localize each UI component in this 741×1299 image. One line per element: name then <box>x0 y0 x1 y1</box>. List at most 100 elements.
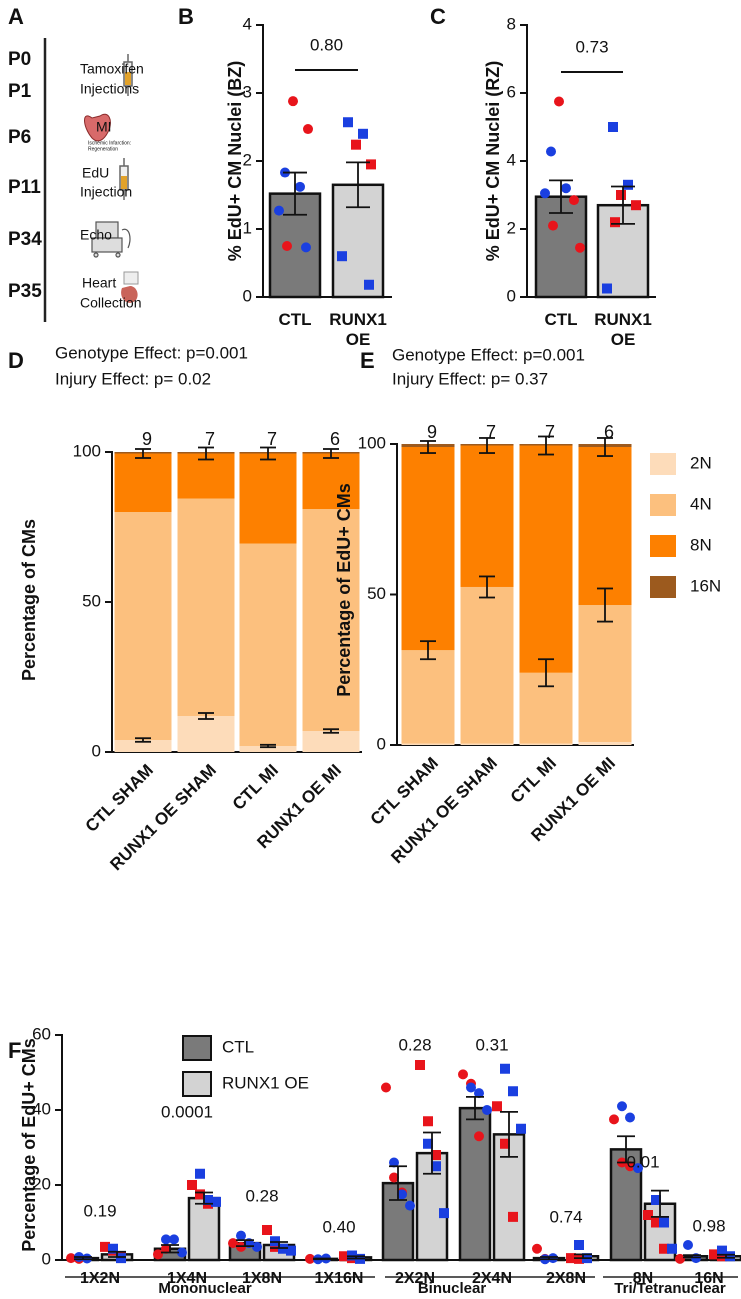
data-point <box>339 1251 349 1262</box>
data-point <box>381 1082 391 1093</box>
data-point <box>397 1189 407 1200</box>
y-tick-label: 0 <box>243 286 252 305</box>
bar-segment <box>114 453 172 512</box>
y-tick-label: 3 <box>243 82 252 101</box>
data-point <box>625 1161 635 1172</box>
data-point <box>389 1157 399 1168</box>
data-point <box>343 117 353 128</box>
data-point <box>252 1241 262 1252</box>
data-point <box>66 1253 76 1264</box>
x-tick-label: 1X16N <box>315 1270 364 1287</box>
data-point <box>364 279 374 290</box>
x-tick-label: CTL MI <box>507 754 560 807</box>
data-point <box>609 1114 619 1125</box>
y-tick-label: 0 <box>507 286 516 305</box>
data-point <box>270 1241 280 1252</box>
step-label: Tamoxifen <box>80 61 144 77</box>
x-tick-label: 1X2N <box>80 1270 120 1287</box>
y-tick-label: 6 <box>507 82 516 101</box>
data-point <box>508 1211 518 1222</box>
data-point <box>516 1123 526 1134</box>
legend-label: RUNX1 OE <box>222 1073 309 1092</box>
y-axis-title: % EdU+ CM Nuclei (RZ) <box>483 61 503 262</box>
data-point <box>574 1240 584 1250</box>
bar-segment <box>177 716 235 752</box>
legend-swatch <box>650 535 676 557</box>
y-tick-label: 100 <box>73 441 101 460</box>
x-tick-label: 2X2N <box>395 1270 435 1287</box>
y-tick-label: 40 <box>32 1099 51 1118</box>
day-label: P11 <box>8 177 41 198</box>
data-point <box>548 220 558 231</box>
bar-segment <box>401 650 455 744</box>
data-point <box>575 242 585 253</box>
x-tick-label: 8N <box>633 1270 653 1287</box>
p-value: 0.28 <box>398 1035 431 1054</box>
data-point <box>608 122 618 132</box>
data-point <box>236 1230 246 1241</box>
data-point <box>474 1131 484 1142</box>
data-point <box>659 1217 669 1228</box>
data-point <box>616 190 626 200</box>
data-point <box>554 96 564 107</box>
panel-letter: D <box>8 348 24 373</box>
y-tick-label: 4 <box>507 150 516 169</box>
day-label: P1 <box>8 81 32 102</box>
x-tick-label: RUNX1 OE <box>594 310 652 349</box>
step-label: Injections <box>80 81 139 97</box>
x-tick-label: CTL MI <box>229 761 282 814</box>
data-point <box>415 1060 425 1070</box>
bar <box>415 1151 449 1262</box>
data-point <box>625 1112 635 1123</box>
data-point <box>366 159 376 170</box>
y-axis-title: Percentage of EdU+ CMs <box>334 483 354 697</box>
bar-segment <box>302 509 360 731</box>
x-tick-label: CTL <box>544 310 578 329</box>
data-point <box>431 1161 441 1172</box>
y-tick-label: 2 <box>243 150 252 169</box>
bar-segment <box>177 498 235 716</box>
step-label: Ischemic Infarction: <box>88 140 131 146</box>
legend-label: 8N <box>690 535 712 554</box>
data-point <box>492 1101 502 1112</box>
step-label: MI <box>96 119 112 135</box>
data-point <box>274 205 284 216</box>
x-tick-label: 2X8N <box>546 1270 586 1287</box>
panel-letter: B <box>178 4 194 29</box>
data-point <box>116 1253 126 1264</box>
bar-segment <box>239 543 297 746</box>
data-point <box>617 1101 627 1112</box>
data-point <box>482 1105 492 1115</box>
data-point <box>262 1225 272 1235</box>
data-point <box>651 1195 661 1205</box>
p-value: 0.40 <box>322 1217 355 1236</box>
day-label: P0 <box>8 49 31 70</box>
data-point <box>228 1238 238 1249</box>
data-point <box>211 1196 221 1207</box>
group-label: Mononuclear <box>158 1280 252 1297</box>
group-label: Tri/Tetranuclear <box>614 1280 726 1297</box>
bar-segment <box>177 453 235 499</box>
data-point <box>295 181 305 192</box>
data-point <box>351 139 361 150</box>
data-point <box>195 1168 205 1179</box>
bar-segment <box>460 743 514 745</box>
data-point <box>667 1243 677 1254</box>
bar-segment <box>114 512 172 740</box>
step-label: Echo <box>80 227 112 243</box>
y-tick-label: 0 <box>92 741 101 760</box>
legend-swatch <box>182 1035 212 1061</box>
data-point <box>631 200 641 211</box>
n-label: 7 <box>205 429 215 449</box>
data-point <box>466 1082 476 1093</box>
y-tick-label: 4 <box>243 14 252 33</box>
heart-tissue-icon <box>121 271 139 303</box>
step-label: Regeneration <box>88 146 118 152</box>
data-point <box>187 1180 197 1190</box>
y-tick-label: 60 <box>32 1024 51 1043</box>
bar-segment <box>460 586 514 744</box>
data-point <box>282 241 292 251</box>
y-tick-label: 50 <box>367 584 386 603</box>
syringe-icon <box>119 158 129 200</box>
